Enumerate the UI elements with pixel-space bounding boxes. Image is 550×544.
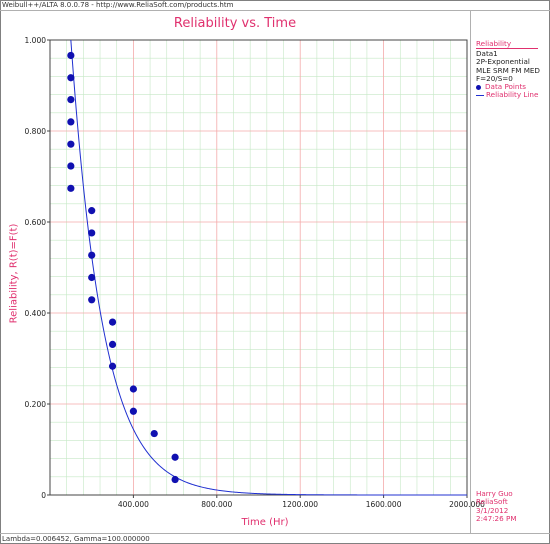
user-info: Harry Guo ReliaSoft 3/1/2012 2:47:26 PM — [476, 489, 517, 524]
x-tick-label: 1600.000 — [366, 500, 402, 509]
data-point — [129, 407, 137, 415]
y-tick-label: 1.000 — [25, 36, 47, 45]
x-tick-label: 2000.000 — [449, 500, 485, 509]
reliability-line — [70, 39, 467, 496]
legend-method: MLE SRM FM MED — [476, 65, 540, 75]
data-point — [108, 318, 117, 326]
data-point — [88, 207, 96, 215]
y-tick-label: 0.400 — [25, 309, 47, 318]
legend-dataset: Data1 — [476, 49, 498, 59]
chart-title: Reliability vs. Time — [173, 16, 297, 31]
legend: Reliability Data1 2P-Exponential MLE SRM… — [476, 39, 540, 99]
data-point — [171, 475, 179, 484]
legend-points-label: Data Points — [485, 82, 527, 92]
data-point — [67, 184, 75, 192]
legend-line-entry: Reliability Line — [476, 91, 540, 99]
data-point — [88, 229, 96, 237]
legend-line-label: Reliability Line — [486, 90, 539, 100]
data-point — [171, 453, 179, 461]
data-point — [67, 51, 75, 60]
data-point — [67, 96, 75, 104]
info-time: 2:47:26 PM — [476, 514, 517, 524]
info-company: ReliaSoft — [476, 497, 508, 507]
data-point-marker-icon — [476, 84, 481, 90]
x-tick-label: 400.000 — [118, 500, 149, 509]
y-tick-label: 0.800 — [25, 127, 47, 136]
data-point — [67, 162, 75, 170]
legend-counts: F=20/S=0 — [476, 73, 513, 83]
reliability-line-icon — [476, 94, 484, 96]
y-tick-label: 0 — [41, 491, 46, 500]
data-point — [150, 429, 158, 438]
legend-points-entry: Data Points — [476, 82, 540, 92]
legend-header: Reliability — [476, 39, 512, 48]
x-tick-label: 800.000 — [201, 500, 232, 509]
title-separator — [0, 10, 550, 11]
data-point — [88, 251, 96, 259]
legend-separator — [470, 10, 471, 534]
info-date: 3/1/2012 — [476, 505, 509, 515]
plot-border — [49, 39, 468, 496]
data-point — [129, 385, 137, 393]
legend-model: 2P-Exponential — [476, 57, 530, 67]
parameter-footer: Lambda=0.006452, Gamma=100.000000 — [2, 535, 150, 543]
legend-divider — [476, 48, 538, 50]
x-axis-label: Time (Hr) — [241, 517, 289, 528]
y-tick-label: 0.600 — [25, 218, 47, 227]
data-point — [108, 362, 117, 370]
data-point — [67, 140, 75, 148]
y-tick-label: 0.200 — [25, 400, 47, 409]
data-point — [108, 340, 117, 348]
info-user: Harry Guo — [476, 489, 513, 498]
x-tick-label: 1200.000 — [282, 500, 318, 509]
window-title: Weibull++/ALTA 8.0.0.78 - http://www.Rel… — [2, 1, 234, 9]
data-point — [67, 74, 75, 82]
data-point — [67, 118, 75, 126]
data-point — [88, 296, 96, 304]
data-point — [88, 273, 96, 282]
footer-separator — [0, 533, 550, 534]
